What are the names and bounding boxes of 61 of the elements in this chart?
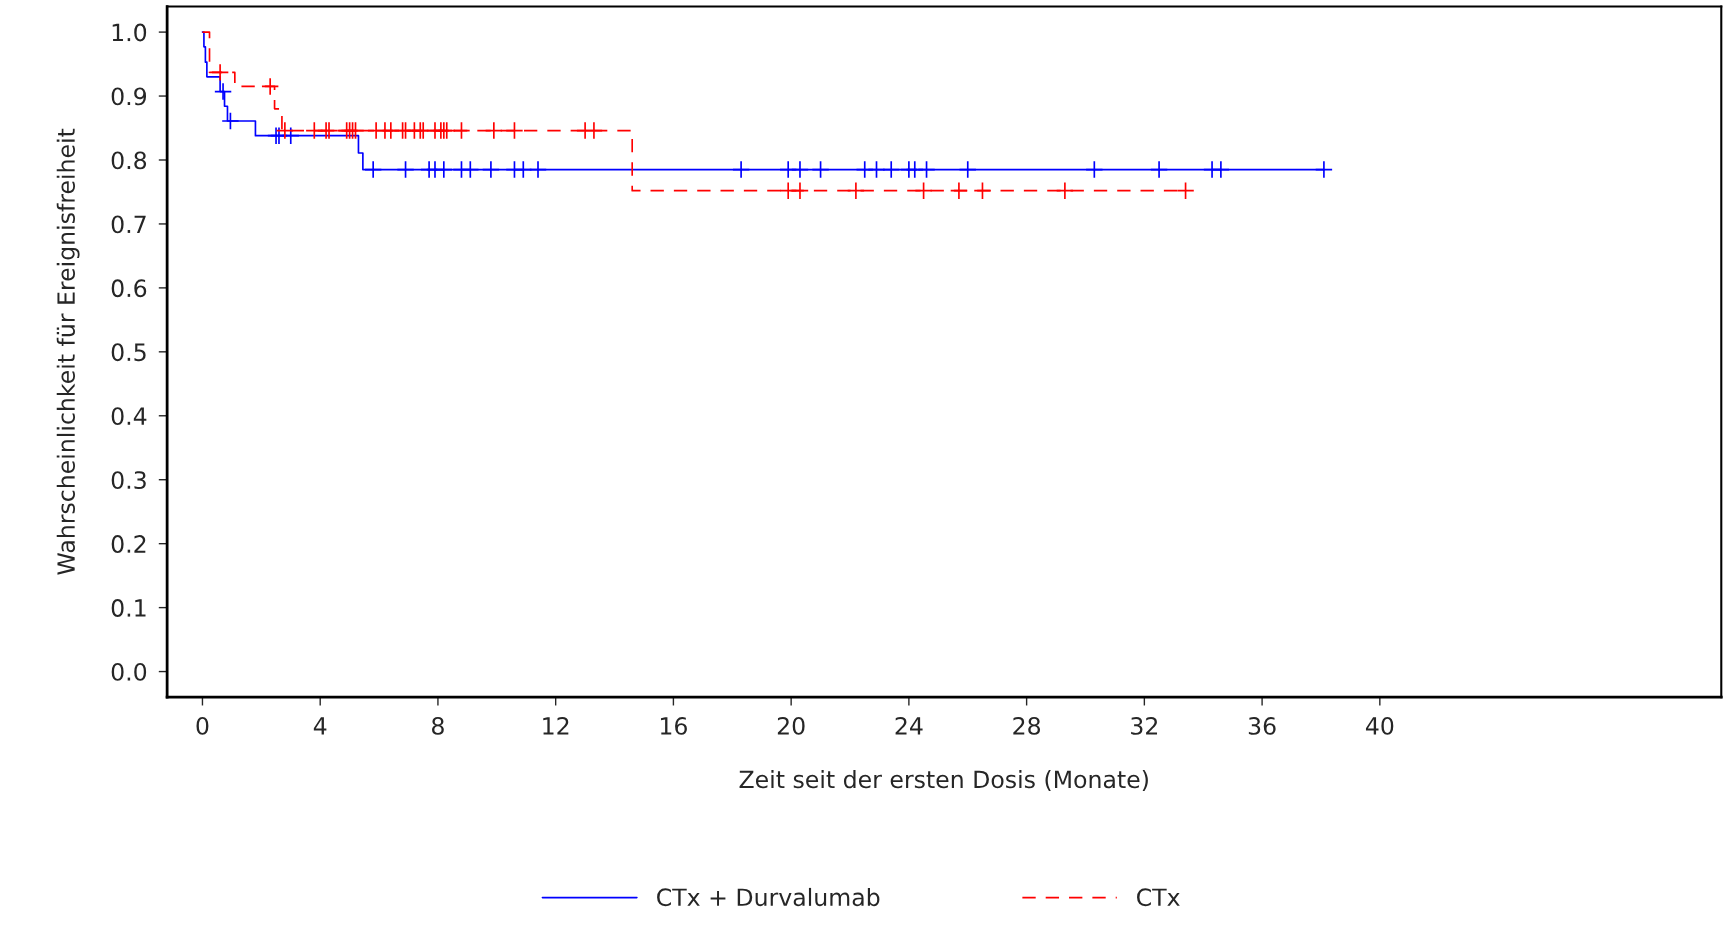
y-tick-label: 0.8	[111, 151, 147, 170]
y-axis-title: Wahrscheinlichkeit für Ereignisfreiheit	[56, 128, 80, 575]
point	[275, 121, 294, 140]
point	[790, 160, 810, 179]
x-tick-label: 12	[543, 717, 569, 735]
point	[505, 121, 524, 140]
x-tick-label: 4	[313, 717, 327, 735]
point	[949, 181, 968, 200]
point	[846, 181, 865, 200]
point	[261, 77, 280, 96]
point	[452, 121, 471, 140]
y-tick-label: 0.3	[111, 471, 146, 490]
point	[1085, 160, 1104, 179]
point	[867, 160, 886, 179]
point	[396, 160, 415, 179]
point	[481, 160, 500, 179]
point	[461, 160, 480, 179]
point	[528, 160, 548, 179]
x-tick-label: 16	[660, 717, 687, 735]
y-tick-label: 0.4	[111, 407, 147, 426]
point	[584, 121, 603, 140]
point	[973, 181, 992, 200]
y-tick-label: 0.9	[111, 87, 147, 106]
x-tick-label: 20	[777, 717, 805, 735]
point	[434, 160, 453, 179]
x-tick-label: 40	[1365, 717, 1394, 735]
x-tick-label: 24	[895, 717, 923, 735]
legend-label: CTx + Durvalumab	[657, 887, 880, 907]
point	[914, 181, 933, 200]
y-tick-label: 1.0	[112, 23, 147, 42]
point	[790, 181, 810, 200]
point	[882, 160, 901, 179]
y-tick-label: 0.5	[111, 343, 146, 362]
point	[514, 160, 533, 179]
y-tick-label: 0.2	[111, 535, 146, 553]
x-tick-label: 28	[1013, 717, 1041, 735]
point	[1055, 181, 1074, 200]
point	[281, 126, 300, 145]
point	[221, 111, 240, 131]
point	[811, 160, 830, 179]
point	[484, 121, 503, 140]
legend-label: CTx	[1137, 888, 1180, 907]
x-tick-label: 36	[1248, 717, 1276, 735]
point	[1314, 160, 1333, 179]
point	[1150, 160, 1169, 179]
y-tick-label: 0.7	[111, 215, 146, 234]
x-axis-title: Zeit seit der ersten Dosis (Monate)	[739, 769, 1148, 792]
point	[364, 160, 383, 179]
point	[1211, 160, 1230, 179]
x-tick-label: 0	[196, 717, 209, 735]
point	[1176, 181, 1195, 200]
point	[211, 63, 230, 82]
point	[732, 160, 751, 179]
x-tick-label: 32	[1131, 717, 1158, 735]
point	[214, 82, 233, 101]
y-tick-label: 0.6	[111, 279, 147, 298]
y-tick-label: 0.0	[111, 663, 147, 681]
point	[958, 160, 977, 179]
x-tick-label: 8	[432, 717, 444, 735]
point	[917, 160, 936, 179]
y-tick-label: 0.1	[111, 599, 146, 617]
